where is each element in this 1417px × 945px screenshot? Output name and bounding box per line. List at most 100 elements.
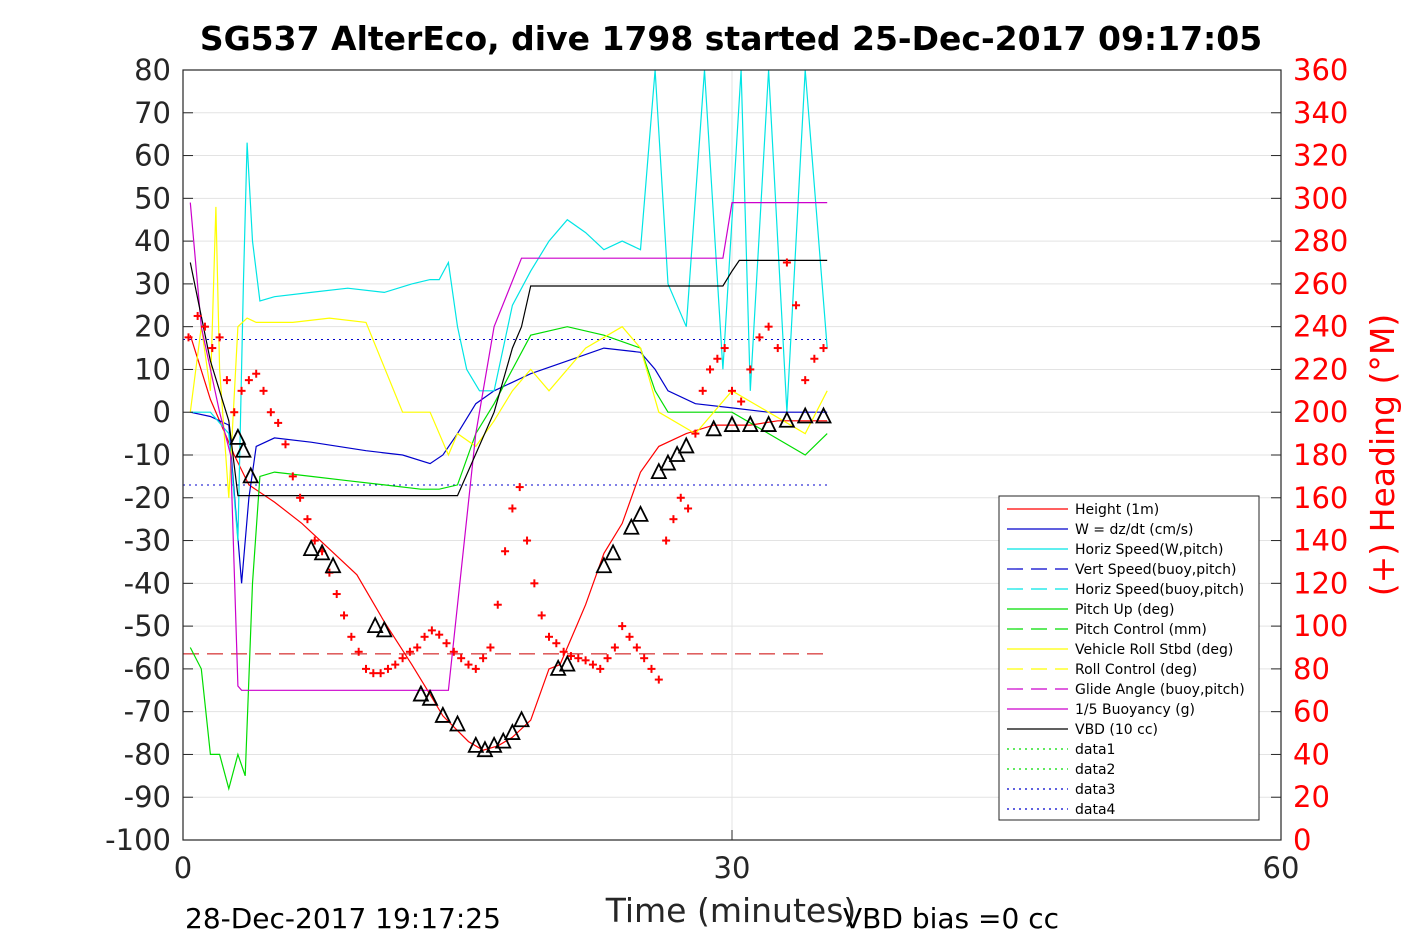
triangle-marker [760,415,778,432]
heading-point [391,660,400,669]
triangle-marker [677,436,695,454]
series-layer [189,69,828,792]
triangle-marker [513,710,531,728]
triangle-marker [815,406,832,424]
heading-point [782,258,791,267]
triangle-marker [595,556,613,574]
heading-point [737,397,746,406]
heading-point [610,643,619,652]
triangle-marker [375,620,393,638]
bottom-tick-label: 60 [1263,851,1300,885]
heading-point [266,408,275,417]
reference-lines [183,339,828,655]
left-tick-label: -20 [124,481,171,515]
heading-point [303,515,312,524]
chart-title: SG537 AlterEco, dive 1798 started 25-Dec… [200,19,1262,58]
triangle-marker [302,539,320,557]
heading-point [405,647,414,656]
heading-point [244,376,253,385]
legend-entry-label: Pitch Up (deg) [1075,602,1174,618]
heading-point [259,386,268,395]
left-tick-label: 60 [134,139,171,173]
triangle-marker [741,415,759,432]
heading-point [515,483,524,492]
legend-entry-label: Horiz Speed(W,pitch) [1075,542,1223,558]
heading-point [222,376,231,385]
heading-point [647,664,656,673]
heading-point [764,322,773,331]
triangle-marker [412,684,430,702]
bottom-tick-label: 0 [174,851,192,885]
heading-point [193,311,202,320]
heading-point [720,344,729,353]
left-tick-label: -30 [124,524,171,558]
footer-vbd-bias: VBD bias =0 cc [843,902,1059,935]
footer-timestamp: 28-Dec-2017 19:17:25 [185,902,501,935]
heading-point [603,654,612,663]
triangle-marker [659,453,677,471]
heading-point [252,369,261,378]
series-line-0 [189,335,828,751]
right-tick-label: 60 [1293,695,1330,729]
legend: Height (1m) W = dz/dt (cm/s) Horiz Speed(W… [998,495,1260,821]
right-tick-label: 300 [1293,181,1348,215]
triangle-marker [622,517,640,535]
heading-point [435,630,444,639]
heading-point [347,632,356,641]
heading-point [530,579,539,588]
left-tick-label: 70 [134,96,171,130]
heading-point [581,656,590,665]
heading-point [728,386,736,395]
series-line-5 [189,202,828,691]
triangle-marker [421,688,439,706]
legend-entry-label: Vehicle Roll Stbd (deg) [1075,642,1233,658]
right-tick-label: 200 [1293,395,1348,429]
heading-point [310,536,319,545]
heading-point [706,365,715,374]
series-line-4 [189,206,828,498]
series-line-6 [189,259,828,497]
heading-point [362,664,370,673]
heading-point [383,664,392,673]
heading-point [773,344,782,353]
legend-entry-label: data2 [1075,762,1115,778]
legend-entry-label: W = dz/dt (cm/s) [1075,522,1194,538]
legend-entry-label: data1 [1075,742,1115,758]
heading-point [574,654,583,663]
heading-point [691,429,700,438]
triangle-marker [234,440,252,458]
triangle-marker [796,406,814,424]
triangle-marker [705,419,723,437]
heading-point [676,493,685,502]
right-tick-label: 20 [1293,780,1330,814]
heading-point [479,654,488,663]
heading-point [354,647,363,656]
right-tick-label: 220 [1293,352,1348,386]
heading-points [184,258,828,684]
triangle-marker [778,410,796,428]
heading-point [230,408,239,417]
heading-point [493,600,502,609]
heading-point [398,654,407,663]
right-tick-label: 160 [1293,481,1348,515]
left-tick-label: 40 [134,224,171,258]
triangle-marker [503,723,521,740]
bottom-axis: 0 30 60 [174,830,1300,885]
triangle-marker [229,427,247,445]
heading-point [625,632,634,641]
legend-entry-label: Vert Speed(buoy,pitch) [1075,562,1237,578]
heading-point [208,344,217,353]
left-tick-label: 20 [134,310,171,344]
heading-point [237,386,246,395]
heading-point [810,354,819,363]
heading-point [427,626,436,635]
right-tick-label: 360 [1293,53,1348,87]
legend-entry-label: data3 [1075,782,1115,798]
right-tick-label: 280 [1293,224,1348,258]
legend-entry-label: Roll Control (deg) [1075,662,1197,678]
heading-point [698,386,707,395]
heading-point [184,333,193,342]
heading-point [420,632,429,641]
left-tick-label: -50 [124,609,171,643]
heading-point [545,632,553,641]
